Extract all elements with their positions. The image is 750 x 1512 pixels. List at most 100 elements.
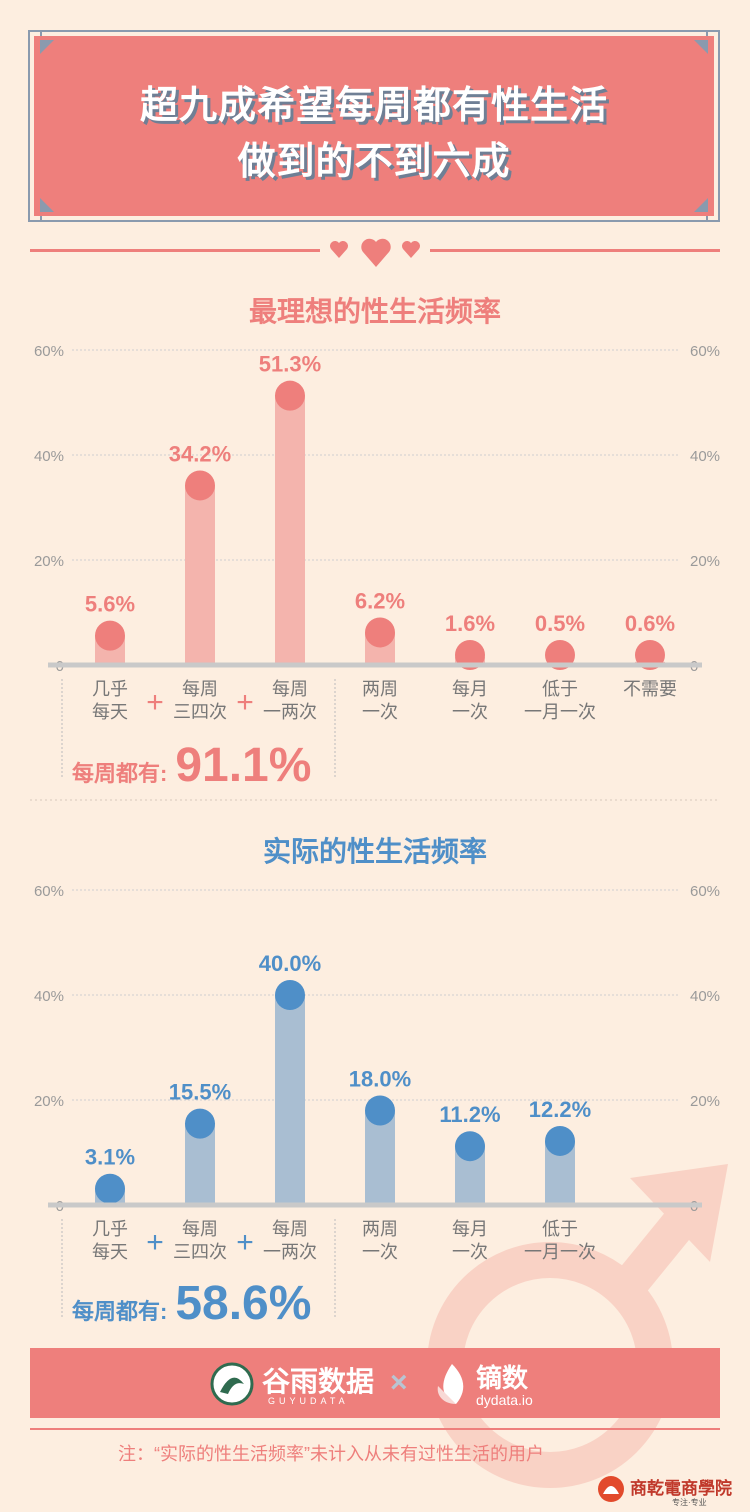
data-label: 11.2% bbox=[439, 1102, 500, 1127]
x-tick-label: 一两次 bbox=[263, 1242, 317, 1262]
x-tick-label: 三四次 bbox=[173, 702, 227, 722]
page-title-line2: 做到的不到六成 bbox=[237, 141, 511, 183]
bar-point bbox=[545, 1125, 575, 1156]
bar bbox=[185, 485, 215, 665]
bar-point bbox=[365, 617, 395, 648]
summary-value: 58.6% bbox=[175, 1277, 312, 1330]
x-tick-label: 每天 bbox=[92, 702, 128, 722]
chart-actual-frequency: 0020%20%40%40%60%60%3.1%15.5%40.0%18.0%1… bbox=[34, 883, 720, 1317]
data-label: 3.1% bbox=[85, 1145, 135, 1170]
bar bbox=[365, 1110, 395, 1205]
page-title-line1: 超九成希望每周都有性生活 bbox=[139, 85, 608, 127]
summary-1: 每周都有: 91.1% bbox=[72, 738, 311, 792]
x-tick-label: 几乎 bbox=[92, 1219, 128, 1239]
x-tick-label: 不需要 bbox=[623, 679, 677, 699]
x-tick-label: 两周 bbox=[362, 679, 398, 699]
data-label: 1.6% bbox=[445, 611, 495, 636]
brand-bar: 谷雨数据 GUYUDATA × 镝数 dydata.io bbox=[30, 1348, 720, 1418]
bar-point bbox=[365, 1095, 395, 1126]
x-tick-label: 一次 bbox=[452, 1242, 488, 1262]
x-tick-label: 每月 bbox=[452, 1219, 488, 1239]
brand2-name: 镝数 bbox=[476, 1363, 529, 1393]
x-tick-label: 两周 bbox=[362, 1219, 398, 1239]
y-tick-label-right: 60% bbox=[690, 883, 720, 900]
bar bbox=[275, 395, 305, 665]
bar bbox=[275, 995, 305, 1205]
dydata-logo-icon bbox=[437, 1364, 464, 1404]
y-tick-label-right: 20% bbox=[690, 1093, 720, 1110]
summary-label: 每周都有: bbox=[72, 761, 168, 786]
y-tick-label-left: 20% bbox=[34, 1093, 64, 1110]
x-tick-label: 几乎 bbox=[92, 679, 128, 699]
corner-triangle-icon bbox=[40, 198, 54, 212]
footnote: 注：“实际的性生活频率”未计入从未有过性生活的用户 bbox=[118, 1444, 544, 1464]
y-tick-label-left: 60% bbox=[34, 343, 64, 360]
x-tick-label: 一次 bbox=[452, 702, 488, 722]
x-tick-label: 一次 bbox=[362, 1242, 398, 1262]
corner-triangle-icon bbox=[694, 198, 708, 212]
section-separator bbox=[30, 799, 720, 801]
watermark-sub: 专注·专业 bbox=[672, 1498, 707, 1507]
x-tick-label: 每天 bbox=[92, 1242, 128, 1262]
guyu-logo-icon bbox=[210, 1362, 254, 1406]
y-tick-label-right: 20% bbox=[690, 553, 720, 570]
x-tick-label: 一月一次 bbox=[524, 702, 596, 722]
bar-point bbox=[95, 620, 125, 651]
y-tick-label-right: 40% bbox=[690, 448, 720, 465]
title-banner: 超九成希望每周都有性生活 做到的不到六成 bbox=[34, 36, 714, 216]
bar-point bbox=[275, 980, 305, 1010]
y-tick-label-left: 60% bbox=[34, 883, 64, 900]
y-tick-label-right: 40% bbox=[690, 988, 720, 1005]
summary-2: 每周都有: 58.6% bbox=[72, 1276, 311, 1330]
data-label: 0.6% bbox=[625, 611, 675, 636]
x-tick-label: 一月一次 bbox=[524, 1242, 596, 1262]
x-tick-label: 三四次 bbox=[173, 1242, 227, 1262]
brand1-sub: GUYUDATA bbox=[268, 1396, 349, 1406]
x-tick-label: 每周 bbox=[272, 1219, 308, 1239]
bar-point bbox=[185, 470, 215, 501]
data-label: 0.5% bbox=[535, 611, 585, 636]
divider-left bbox=[30, 249, 320, 252]
bar-point bbox=[455, 1131, 485, 1162]
y-tick-label-left: 40% bbox=[34, 988, 64, 1005]
summary-value: 91.1% bbox=[175, 739, 312, 792]
y-tick-label-right: 60% bbox=[690, 343, 720, 360]
plus-sign: + bbox=[146, 1226, 164, 1259]
y-tick-label-left: 20% bbox=[34, 553, 64, 570]
watermark-text: 商乾電商學院 bbox=[630, 1479, 732, 1499]
data-label: 12.2% bbox=[529, 1097, 591, 1122]
brand2-sub: dydata.io bbox=[476, 1392, 533, 1408]
plus-sign: + bbox=[146, 686, 164, 719]
x-tick-label: 一次 bbox=[362, 702, 398, 722]
data-label: 5.6% bbox=[85, 592, 135, 617]
y-tick-label-left: 40% bbox=[34, 448, 64, 465]
data-label: 15.5% bbox=[169, 1080, 231, 1105]
bar-point bbox=[275, 380, 305, 411]
data-label: 51.3% bbox=[259, 352, 321, 377]
plus-sign: + bbox=[236, 686, 254, 719]
banner-frame bbox=[28, 30, 720, 222]
corner-triangle-icon bbox=[40, 40, 54, 54]
chart2-title: 实际的性生活频率 bbox=[262, 836, 487, 867]
x-tick-label: 每周 bbox=[182, 1219, 218, 1239]
x-tick-label: 低于 bbox=[542, 1219, 578, 1239]
brand1-name: 谷雨数据 bbox=[262, 1366, 375, 1397]
data-label: 40.0% bbox=[259, 951, 321, 976]
chart-ideal-frequency: 0020%20%40%40%60%60%5.6%34.2%51.3%6.2%1.… bbox=[34, 343, 720, 777]
watermark-logo-icon bbox=[598, 1476, 624, 1502]
times-sign: × bbox=[390, 1366, 408, 1399]
footer-divider bbox=[30, 1428, 720, 1430]
summary-label: 每周都有: bbox=[72, 1299, 168, 1324]
data-label: 6.2% bbox=[355, 588, 405, 613]
x-tick-label: 每月 bbox=[452, 679, 488, 699]
hearts-icon bbox=[330, 238, 420, 267]
x-tick-label: 每周 bbox=[182, 679, 218, 699]
x-tick-label: 低于 bbox=[542, 679, 578, 699]
bar-point bbox=[185, 1108, 215, 1139]
x-tick-label: 每周 bbox=[272, 679, 308, 699]
plus-sign: + bbox=[236, 1226, 254, 1259]
x-tick-label: 一两次 bbox=[263, 702, 317, 722]
data-label: 34.2% bbox=[169, 441, 231, 466]
data-label: 18.0% bbox=[349, 1067, 411, 1092]
divider-right bbox=[430, 249, 720, 252]
